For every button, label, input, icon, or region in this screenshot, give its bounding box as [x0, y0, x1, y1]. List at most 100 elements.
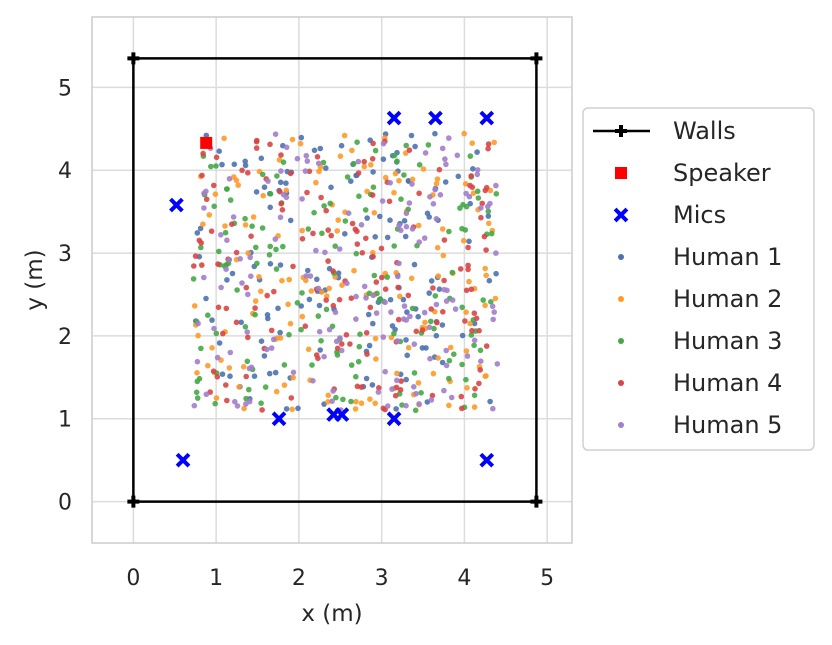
- human-4-point: [313, 352, 320, 358]
- human-3-point: [216, 248, 222, 255]
- mic-marker: [479, 452, 495, 468]
- human-2-point: [324, 293, 330, 299]
- human-3-point: [340, 396, 346, 403]
- human-5-point: [437, 192, 444, 198]
- human-4-point: [287, 170, 294, 177]
- human-5-point: [373, 310, 380, 316]
- human-2-point: [242, 222, 249, 228]
- human-1-point: [229, 270, 236, 277]
- human-2-point: [396, 177, 402, 184]
- legend-label-human-1: Human 1: [673, 243, 782, 271]
- human-3-point: [273, 266, 280, 272]
- human-4-point: [264, 292, 271, 299]
- human-2-point: [446, 402, 452, 409]
- human-3-point: [320, 159, 327, 166]
- walls-series: [127, 52, 543, 508]
- human-1-point: [426, 214, 433, 220]
- human-1-point: [277, 262, 284, 268]
- legend: Walls Speaker Mics Human 1 Human 2 Human 3 Hum…: [582, 107, 815, 451]
- human-1-point: [261, 353, 268, 359]
- human-5-point: [299, 196, 305, 202]
- human-3-point: [198, 345, 204, 352]
- legend-human-3-marker: [618, 338, 624, 344]
- human-3-point: [327, 200, 334, 207]
- human-1-point: [258, 155, 265, 162]
- human-5-point: [358, 222, 365, 228]
- human-3-point: [356, 343, 363, 350]
- human-5-point: [403, 402, 409, 409]
- legend-label-human-4: Human 4: [673, 369, 782, 397]
- human-5-point: [442, 156, 448, 162]
- human-3-point: [431, 325, 437, 332]
- human-5-point: [396, 222, 402, 229]
- human-5-point: [226, 176, 233, 182]
- human-2-point: [482, 373, 489, 380]
- human-1-point: [442, 179, 449, 185]
- y-axis-label: y (m): [22, 249, 48, 310]
- human-4-point: [392, 392, 399, 399]
- human-3-point: [468, 332, 475, 338]
- human-3-point: [357, 331, 363, 338]
- human-2-point: [213, 395, 220, 401]
- human-4-point: [378, 245, 385, 252]
- human-2-point: [433, 180, 440, 187]
- human-3-point: [446, 375, 452, 382]
- human-4-point: [393, 384, 400, 391]
- human-4-point: [336, 296, 343, 303]
- human-2-point: [250, 214, 257, 220]
- y-tick-label: 2: [58, 325, 72, 350]
- human-5-point: [411, 341, 418, 348]
- human-3-point: [446, 357, 453, 364]
- human-5-point: [428, 397, 435, 403]
- x-tick-labels: 0 1 2 3 4 5: [126, 566, 554, 591]
- human-1-point: [266, 370, 273, 377]
- human-2-point: [233, 177, 240, 184]
- human-2-point: [349, 147, 355, 154]
- human-3-point: [246, 386, 252, 393]
- human-4-point: [323, 297, 330, 303]
- human-3-point: [253, 244, 259, 251]
- human-2-point: [483, 272, 490, 279]
- human-2-point: [466, 278, 472, 285]
- human-3-point: [280, 159, 287, 165]
- human-2-point: [397, 293, 403, 300]
- human-3-point: [362, 207, 369, 213]
- human-2-point: [285, 301, 291, 308]
- human-2-point: [206, 212, 213, 218]
- human-4-point: [220, 330, 226, 337]
- human-3-point: [480, 297, 487, 303]
- human-5-point: [422, 150, 429, 156]
- human-3-point: [299, 290, 305, 296]
- human-3-point: [474, 188, 481, 195]
- human-3-point: [462, 227, 469, 233]
- human-4-point: [314, 154, 321, 160]
- human-1-point: [338, 142, 345, 149]
- human-5-point: [379, 198, 386, 204]
- human-3-point: [459, 304, 466, 311]
- human-4-point: [369, 192, 376, 198]
- human-1-point: [404, 309, 410, 315]
- human-3-point: [409, 305, 416, 312]
- human-1-point: [342, 231, 348, 237]
- human-5-point: [264, 346, 270, 353]
- human-2-point: [325, 392, 332, 399]
- human-4-point: [214, 374, 221, 380]
- human-5-point: [446, 135, 452, 141]
- human-5-point: [493, 250, 499, 256]
- human-2-point: [409, 176, 416, 183]
- human-3-point: [416, 162, 423, 168]
- human-2-point: [337, 153, 344, 159]
- human-1-point: [267, 204, 274, 211]
- human-3-point: [376, 296, 383, 303]
- human-5-point: [478, 205, 484, 211]
- human-4-point: [223, 305, 230, 312]
- mic-marker: [479, 110, 495, 126]
- human-4-point: [361, 158, 368, 165]
- human-4-point: [259, 407, 265, 413]
- human-4-point: [325, 227, 332, 233]
- human-1-point: [474, 149, 480, 155]
- human-5-point: [194, 358, 201, 365]
- x-tick-label: 5: [540, 566, 554, 591]
- legend-mics-marker: [613, 207, 629, 223]
- human-5-point: [330, 388, 336, 394]
